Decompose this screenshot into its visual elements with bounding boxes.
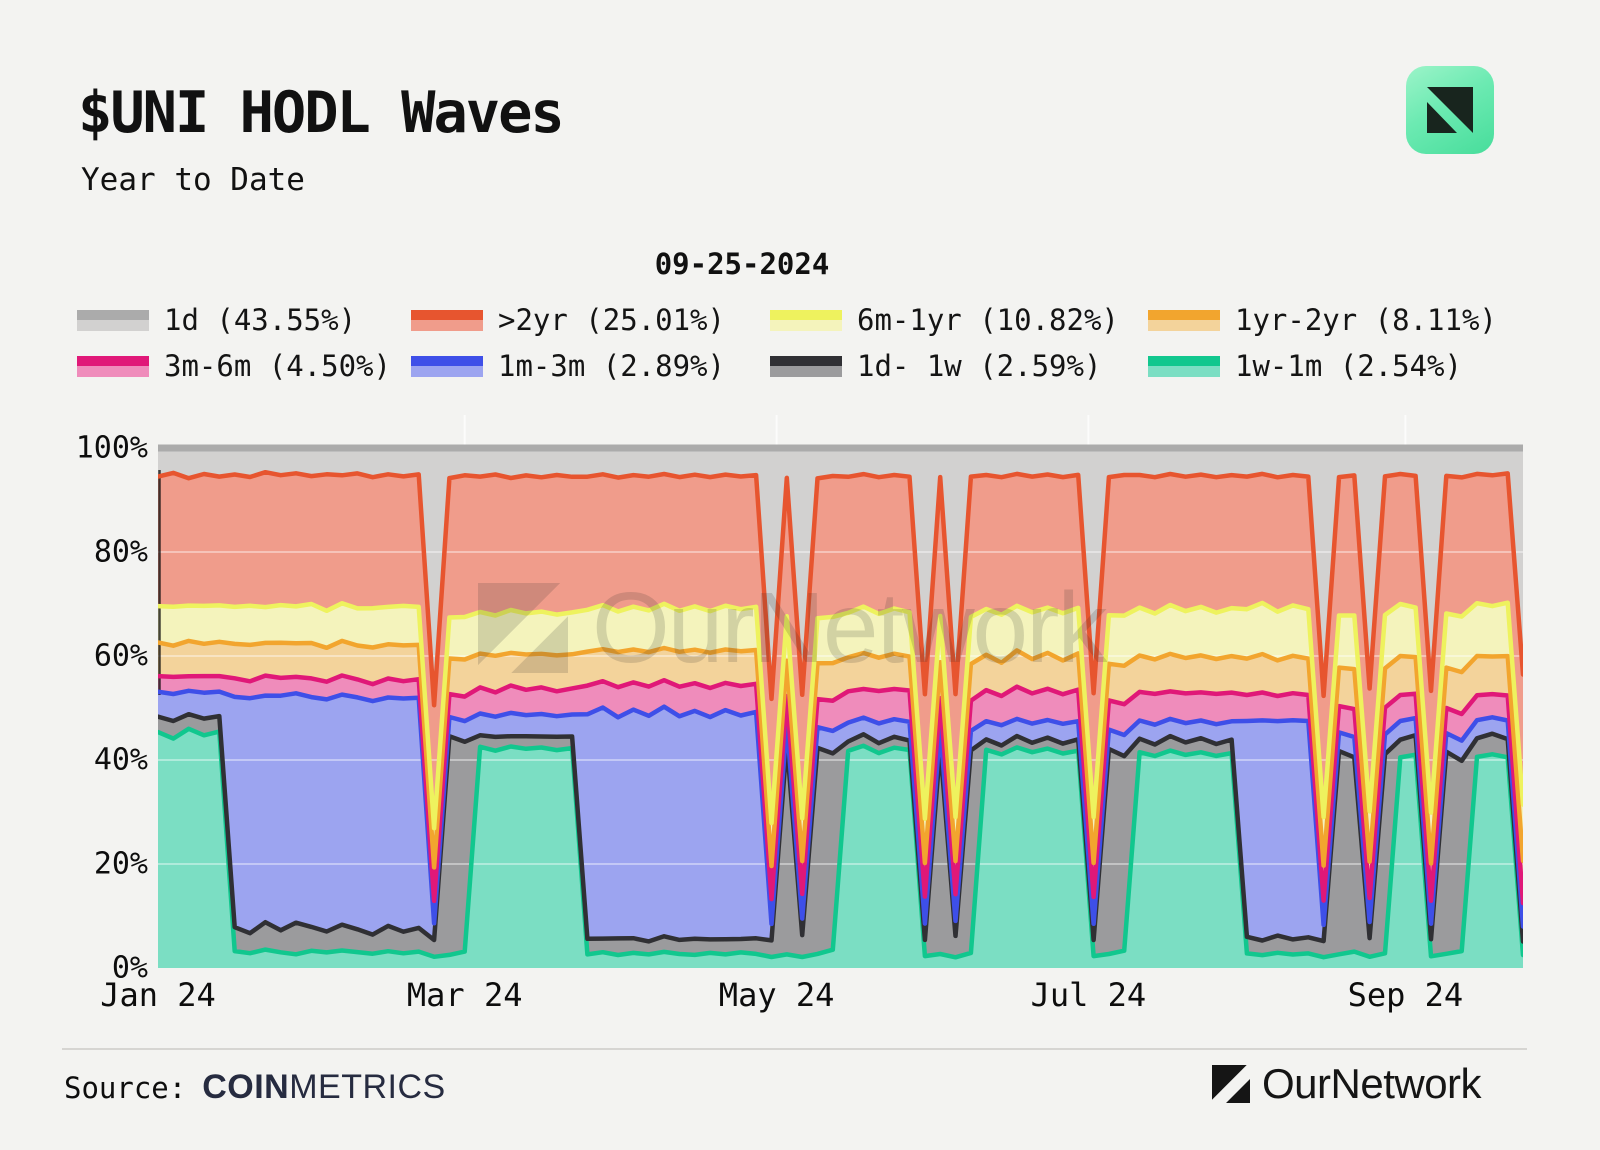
area-stroke-d1w [158, 711, 1523, 944]
legend-item[interactable]: 6m-1yr (10.82%) [770, 303, 1148, 337]
legend-swatch [411, 309, 483, 331]
ournetwork-app-icon [1406, 66, 1494, 154]
legend-item[interactable]: 1d- 1w (2.59%) [770, 349, 1148, 383]
x-tick-label: Sep 24 [1347, 976, 1464, 1014]
y-tick-label: 0% [111, 950, 148, 986]
legend-item[interactable]: 1m-3m (2.89%) [411, 349, 770, 383]
legend-swatch [77, 309, 149, 331]
x-tick-label: Jul 24 [1030, 976, 1147, 1014]
hodl-waves-stacked-area-plot [158, 415, 1523, 968]
y-tick-label: 20% [93, 846, 148, 882]
area-fill-y1_2 [158, 640, 1523, 904]
as-of-date-label: 09-25-2024 [654, 247, 830, 281]
y-tick-label: 40% [93, 742, 148, 778]
legend-label: 6m-1yr (10.82%) [857, 303, 1119, 337]
legend-label: 1d- 1w (2.59%) [857, 349, 1102, 383]
y-tick-label: 60% [93, 638, 148, 674]
x-tick-label: May 24 [718, 976, 835, 1014]
ournetwork-brand-text: OurNetwork [1262, 1060, 1482, 1107]
ournetwork-mark-footer-icon [1212, 1065, 1250, 1103]
coinmetrics-logo-light: METRICS [289, 1068, 446, 1106]
ournetwork-mark-icon [1427, 87, 1473, 133]
area-stroke-y1_2 [158, 638, 1523, 870]
legend-item[interactable]: 1w-1m (2.54%) [1148, 349, 1560, 383]
page-subtitle: Year to Date [81, 162, 305, 198]
area-stroke-m6_1y [158, 600, 1523, 831]
y-tick-label: 80% [93, 534, 148, 570]
area-fill-m1_3 [158, 690, 1523, 942]
area-fill-d1 [158, 448, 1523, 706]
coinmetrics-logo: COINMETRICS [202, 1068, 446, 1107]
area-fill-w1m [158, 728, 1523, 968]
legend-label: 1d (43.55%) [164, 303, 357, 337]
y-tick-label: 100% [75, 430, 148, 466]
area-stroke-m1_3 [158, 688, 1523, 929]
legend-swatch [770, 355, 842, 377]
area-stroke-m3_6 [158, 673, 1523, 906]
x-tick-label: Jan 24 [100, 976, 216, 1014]
coinmetrics-logo-bold: COIN [202, 1068, 290, 1106]
area-stroke-y2 [158, 469, 1523, 708]
area-fill-m6_1y [158, 602, 1523, 868]
footer-divider [62, 1048, 1527, 1050]
legend-item[interactable]: >2yr (25.01%) [411, 303, 770, 337]
legend-label: 1yr-2yr (8.11%) [1235, 303, 1497, 337]
legend-item[interactable]: 3m-6m (4.50%) [77, 349, 411, 383]
legend-item[interactable]: 1yr-2yr (8.11%) [1148, 303, 1560, 337]
legend-label: >2yr (25.01%) [498, 303, 725, 337]
source-attribution: Source: COINMETRICS [64, 1068, 446, 1107]
legend-item[interactable]: 1d (43.55%) [77, 303, 411, 337]
legend-label: 3m-6m (4.50%) [164, 349, 391, 383]
legend-swatch [1148, 309, 1220, 331]
legend-swatch [1148, 355, 1220, 377]
legend-swatch [770, 309, 842, 331]
x-tick-label: Mar 24 [406, 976, 523, 1014]
legend-row-1: 1d (43.55%) >2yr (25.01%) 6m-1yr (10.82%) 1… [77, 300, 1560, 340]
source-label: Source: [64, 1070, 187, 1105]
legend-swatch [411, 355, 483, 377]
area-fill-y2 [158, 472, 1523, 829]
legend-label: 1w-1m (2.54%) [1235, 349, 1462, 383]
page-title: $UNI HODL Waves [78, 80, 565, 146]
legend-swatch [77, 355, 149, 377]
ournetwork-brand-footer: OurNetwork [1212, 1060, 1482, 1108]
legend-label: 1m-3m (2.89%) [498, 349, 725, 383]
area-stroke-w1m [158, 726, 1523, 960]
legend-row-2: 3m-6m (4.50%) 1m-3m (2.89%) 1d- 1w (2.59%)… [77, 346, 1560, 386]
